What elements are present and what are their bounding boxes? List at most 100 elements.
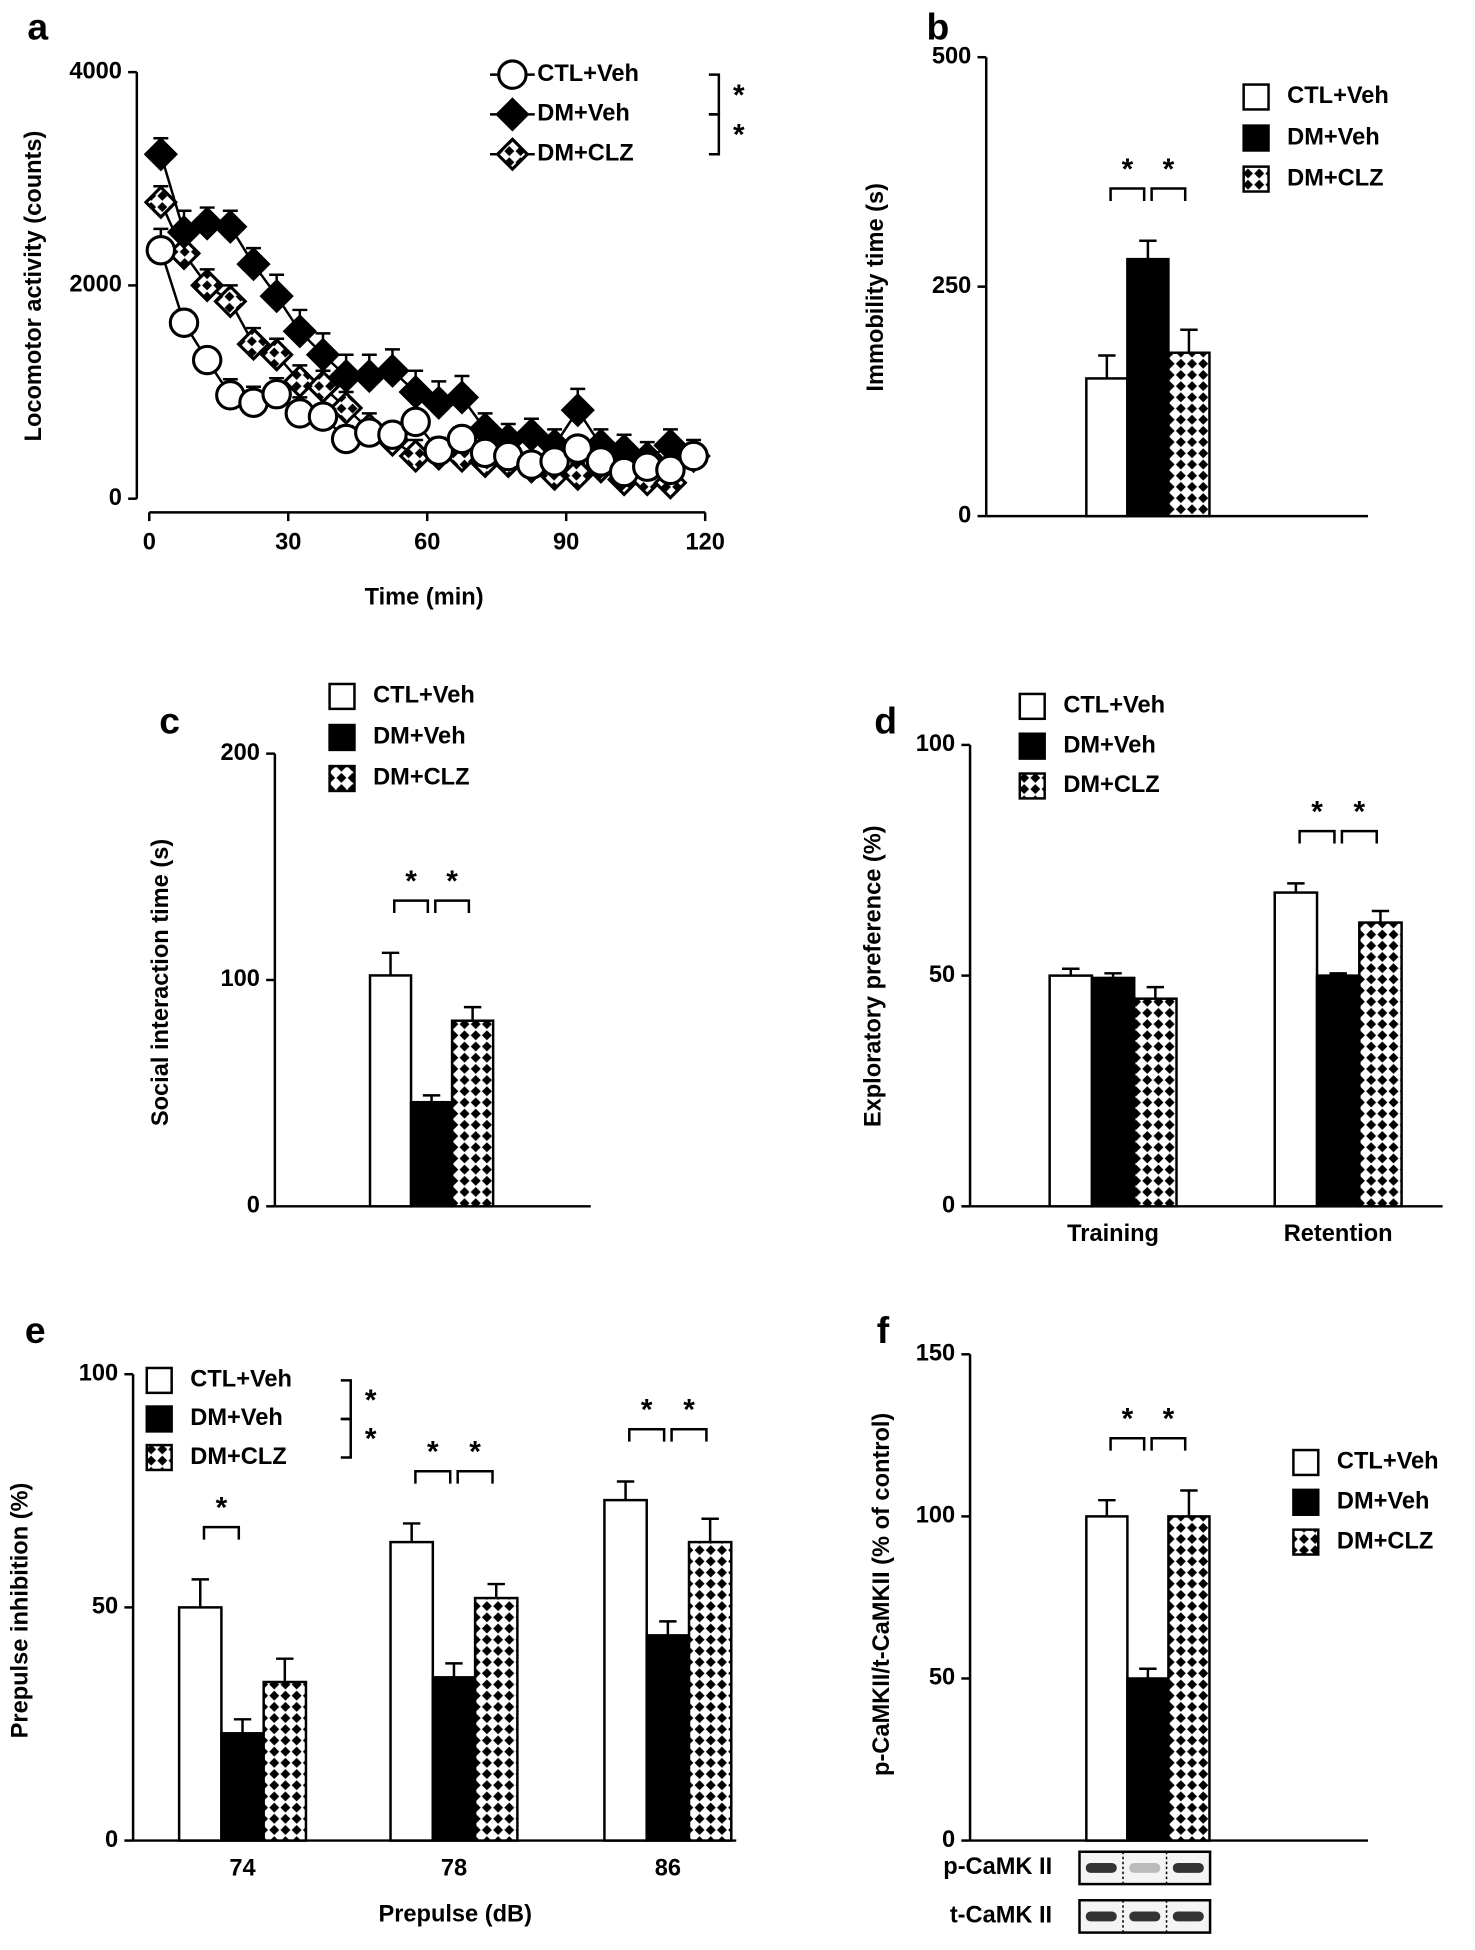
- legend-label: CTL+Veh: [1337, 1449, 1439, 1475]
- legend-label: DM+Veh: [1063, 732, 1156, 758]
- legend-label: CTL+Veh: [190, 1367, 292, 1393]
- error-bar: [487, 1582, 505, 1599]
- significance-label: *: [1122, 1403, 1134, 1436]
- marker: [261, 378, 292, 410]
- significance-bracket: [1109, 1436, 1146, 1451]
- error-bar: [463, 1005, 482, 1021]
- blot-band: [1129, 1862, 1161, 1873]
- error-bar: [402, 1522, 421, 1543]
- significance-label: *: [427, 1436, 439, 1469]
- legend-swatch: [1292, 1488, 1320, 1516]
- y-tick-label: 100: [916, 731, 955, 757]
- error-bar: [1371, 909, 1390, 923]
- legend-label: DM+CLZ: [537, 140, 633, 166]
- marker: [539, 446, 570, 477]
- legend-swatch: [145, 1405, 173, 1433]
- marker: [329, 358, 364, 394]
- series-line: [159, 249, 695, 474]
- legend-label: CTL+Veh: [537, 61, 639, 87]
- legend-significance: *: [365, 1384, 377, 1417]
- bar: [473, 1596, 519, 1842]
- panel-letter: e: [25, 1309, 46, 1351]
- error-bar: [616, 1480, 635, 1501]
- bar: [409, 1100, 454, 1208]
- blot-band: [1172, 1911, 1204, 1922]
- marker: [562, 433, 594, 464]
- error-bar: [276, 1657, 294, 1682]
- bar: [1090, 976, 1136, 1208]
- y-tick-label: 200: [221, 740, 260, 766]
- y-tick-label: 50: [92, 1594, 118, 1620]
- blot-band: [1129, 1911, 1161, 1922]
- significance-label: *: [683, 1394, 695, 1427]
- bar: [431, 1676, 477, 1842]
- error-bar: [659, 1620, 677, 1636]
- panel-letter: b: [927, 6, 950, 48]
- x-axis-label: Prepulse (dB): [378, 1901, 531, 1927]
- legend-significance: *: [733, 119, 745, 152]
- legend-swatch: [145, 1443, 173, 1472]
- y-tick-label: 50: [929, 1665, 955, 1691]
- marker: [678, 440, 709, 472]
- legend-swatch: [328, 723, 356, 752]
- y-axis-label: Locomotor activity (counts): [21, 131, 47, 442]
- significance-bracket: [1150, 187, 1187, 201]
- error-bar: [1180, 1489, 1198, 1517]
- panel-letter: d: [874, 700, 897, 742]
- marker: [259, 337, 294, 372]
- bar: [603, 1498, 648, 1842]
- marker: [145, 234, 177, 266]
- significance-bracket: [414, 1469, 452, 1484]
- legend-swatch: [1018, 692, 1046, 721]
- significance-label: *: [1122, 153, 1134, 186]
- y-tick-label: 0: [942, 1827, 955, 1853]
- marker: [655, 454, 686, 486]
- x-tick-label: 74: [229, 1855, 255, 1881]
- bar: [1085, 1515, 1129, 1842]
- legend-swatch: [1292, 1528, 1320, 1556]
- legend-label: CTL+Veh: [1287, 83, 1389, 109]
- panel-letter: a: [27, 6, 48, 48]
- y-tick-label: 150: [916, 1341, 955, 1367]
- legend-swatch: [1292, 1448, 1320, 1477]
- bar: [1315, 974, 1361, 1208]
- error-bar: [1139, 239, 1157, 260]
- y-axis-label: Prepulse inhibition (%): [7, 1483, 33, 1739]
- marker: [444, 380, 480, 415]
- significance-label: *: [1163, 1403, 1175, 1436]
- y-tick-label: 50: [929, 962, 955, 988]
- legend-label: CTL+Veh: [373, 683, 475, 709]
- significance-bracket: [434, 899, 471, 914]
- legend-swatch: [1242, 165, 1270, 193]
- significance-label: *: [1163, 153, 1175, 186]
- legend-bracket: [708, 113, 721, 156]
- y-axis-label: Social interaction time (s): [148, 839, 174, 1126]
- marker: [495, 97, 530, 132]
- significance-label: *: [446, 865, 458, 898]
- marker: [236, 326, 271, 362]
- legend-label: DM+Veh: [190, 1405, 283, 1431]
- marker: [143, 137, 178, 172]
- bar: [389, 1540, 435, 1842]
- marker: [305, 337, 341, 372]
- legend-label: DM+Veh: [1287, 124, 1380, 150]
- significance-label: *: [469, 1436, 481, 1469]
- bar: [450, 1019, 495, 1208]
- marker: [282, 314, 317, 349]
- bar: [368, 974, 413, 1208]
- bar: [177, 1606, 223, 1842]
- x-tick-label: 60: [414, 530, 440, 556]
- marker: [191, 344, 223, 376]
- error-bar: [1287, 882, 1305, 893]
- panel-letter: f: [877, 1309, 890, 1351]
- significance-bracket: [393, 899, 430, 914]
- marker: [213, 209, 248, 244]
- y-tick-label: 250: [932, 273, 971, 299]
- marker: [213, 284, 248, 319]
- y-axis-label: Exploratory preference (%): [861, 825, 887, 1127]
- legend-swatch: [1018, 772, 1046, 800]
- legend-label: DM+CLZ: [373, 765, 469, 791]
- marker: [495, 137, 530, 172]
- marker: [400, 406, 431, 438]
